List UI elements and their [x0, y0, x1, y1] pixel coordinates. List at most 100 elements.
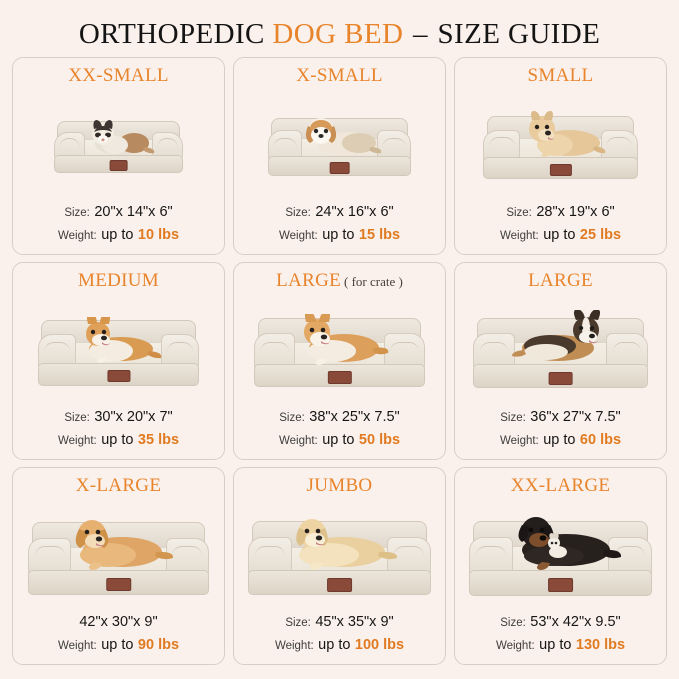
brand-logo-tag: [327, 371, 352, 385]
weight-prefix: up to: [322, 431, 355, 448]
card-specs: Size: 20"x 14"x 6" Weight: up to 10 lbs: [19, 200, 218, 248]
brand-logo-tag: [109, 160, 128, 171]
title-text-primary: ORTHOPEDIC: [78, 18, 265, 50]
weight-prefix: up to: [539, 636, 572, 653]
card-size-name: XX-LARGE: [510, 475, 611, 496]
bed-illustration-wrap: [19, 88, 218, 200]
dog-bed-illustration: [49, 112, 189, 176]
weight-label: Weight:: [499, 434, 539, 447]
brand-logo-tag: [105, 577, 132, 592]
size-label: Size:: [500, 616, 526, 629]
card-title: SMALL: [528, 65, 594, 87]
cat-calico: [82, 117, 156, 157]
brand-logo-tag: [106, 369, 131, 383]
dog-corgi: [71, 316, 167, 365]
weight-prefix: up to: [101, 431, 134, 448]
size-label: Size:: [506, 206, 532, 219]
dog-rottweiler: [498, 512, 624, 572]
dog-bed-illustration: [262, 108, 418, 179]
weight-label: Weight:: [278, 229, 318, 242]
bed-side-bolster-right: [160, 333, 200, 368]
bed-illustration-wrap: [19, 293, 218, 405]
page-title: ORTHOPEDIC DOG BED – SIZE GUIDE: [0, 0, 679, 57]
weight-value: 60 lbs: [579, 431, 622, 448]
card-title: XX-LARGE: [511, 475, 611, 497]
size-card[interactable]: XX-SMALL: [12, 57, 225, 255]
size-line: Size: 36"x 27"x 7.5": [461, 405, 660, 428]
card-size-name: X-SMALL: [296, 65, 383, 86]
dog-bed-illustration: [31, 309, 207, 389]
weight-prefix: up to: [322, 226, 355, 243]
bed-illustration-wrap: [240, 293, 439, 405]
size-card[interactable]: XX-LARGE: [454, 467, 667, 665]
card-specs: Size: 24"x 16"x 6" Weight: up to 15 lbs: [240, 200, 439, 248]
size-card[interactable]: SMALL: [454, 57, 667, 255]
dog-labrador: [279, 514, 401, 572]
size-value: 24"x 16"x 6": [315, 203, 394, 220]
weight-prefix: up to: [543, 226, 576, 243]
brand-logo-tag: [326, 577, 353, 592]
card-specs: Size: 45"x 35"x 9" Weight: up to 100 lbs: [240, 610, 439, 658]
dog-bed-illustration: [21, 509, 217, 598]
size-card[interactable]: JUMBO: [233, 467, 446, 665]
weight-prefix: up to: [101, 226, 134, 243]
weight-line: Weight: up to 25 lbs: [461, 223, 660, 246]
size-value: 36"x 27"x 7.5": [530, 408, 621, 425]
weight-label: Weight:: [57, 434, 97, 447]
brand-logo-tag: [329, 162, 350, 174]
weight-line: Weight: up to 100 lbs: [240, 633, 439, 656]
bed-side-bolster-left: [37, 333, 77, 368]
bed-side-bolster-right: [606, 332, 648, 370]
card-title: XX-SMALL: [68, 65, 169, 87]
size-line: Size: 53"x 42"x 9.5": [461, 610, 660, 633]
size-line: Size: 38"x 25"x 7.5": [240, 405, 439, 428]
size-card[interactable]: MEDIUM: [12, 262, 225, 460]
bed-side-bolster-left: [267, 130, 303, 161]
bed-side-bolster-right: [151, 131, 183, 160]
weight-line: Weight: up to 10 lbs: [19, 223, 218, 246]
size-label: Size:: [279, 411, 305, 424]
size-card[interactable]: X-SMALL: [233, 57, 446, 255]
weight-label: Weight:: [57, 639, 97, 652]
dog-bed-illustration: [240, 509, 439, 599]
weight-line: Weight: up to 60 lbs: [461, 428, 660, 451]
card-specs: Size: 53"x 42"x 9.5" Weight: up to 130 l…: [461, 610, 660, 658]
size-line: Size: 20"x 14"x 6": [19, 200, 218, 223]
title-text-accent: DOG BED: [272, 18, 404, 50]
card-size-name: XX-SMALL: [68, 65, 169, 86]
brand-logo-tag: [549, 163, 572, 176]
size-value: 38"x 25"x 7.5": [309, 408, 400, 425]
weight-prefix: up to: [543, 431, 576, 448]
weight-label: Weight:: [278, 434, 318, 447]
bed-illustration-wrap: [240, 498, 439, 610]
card-specs: Size: 30"x 20"x 7" Weight: up to 35 lbs: [19, 405, 218, 453]
weight-line: Weight: up to 15 lbs: [240, 223, 439, 246]
size-value: 20"x 14"x 6": [94, 203, 173, 220]
size-card[interactable]: LARGE: [454, 262, 667, 460]
dog-golden: [60, 514, 178, 572]
card-title: X-SMALL: [296, 65, 383, 87]
weight-value: 35 lbs: [137, 431, 180, 448]
bed-side-bolster-left: [468, 537, 513, 576]
dog-shibainu: [288, 313, 392, 366]
size-value: 28"x 19"x 6": [536, 203, 615, 220]
card-specs: Size: 28"x 19"x 6" Weight: up to 25 lbs: [461, 200, 660, 248]
weight-value: 50 lbs: [358, 431, 401, 448]
weight-value: 90 lbs: [137, 636, 180, 653]
weight-prefix: up to: [101, 636, 134, 653]
card-specs: 42"x 30"x 9" Weight: up to 90 lbs: [19, 610, 218, 658]
size-label: Size:: [64, 206, 90, 219]
size-card[interactable]: LARGE( for crate ): [233, 262, 446, 460]
size-card[interactable]: X-LARGE: [12, 467, 225, 665]
weight-value: 15 lbs: [358, 226, 401, 243]
size-line: Size: 28"x 19"x 6": [461, 200, 660, 223]
bed-side-bolster-right: [376, 130, 412, 161]
bed-illustration-wrap: [19, 498, 218, 610]
size-label: Size:: [64, 411, 90, 424]
card-title: MEDIUM: [78, 270, 159, 292]
brand-logo-tag: [548, 371, 573, 385]
weight-value: 25 lbs: [579, 226, 622, 243]
size-value: 53"x 42"x 9.5": [530, 613, 621, 630]
weight-label: Weight:: [495, 639, 535, 652]
card-size-name: JUMBO: [306, 475, 373, 496]
